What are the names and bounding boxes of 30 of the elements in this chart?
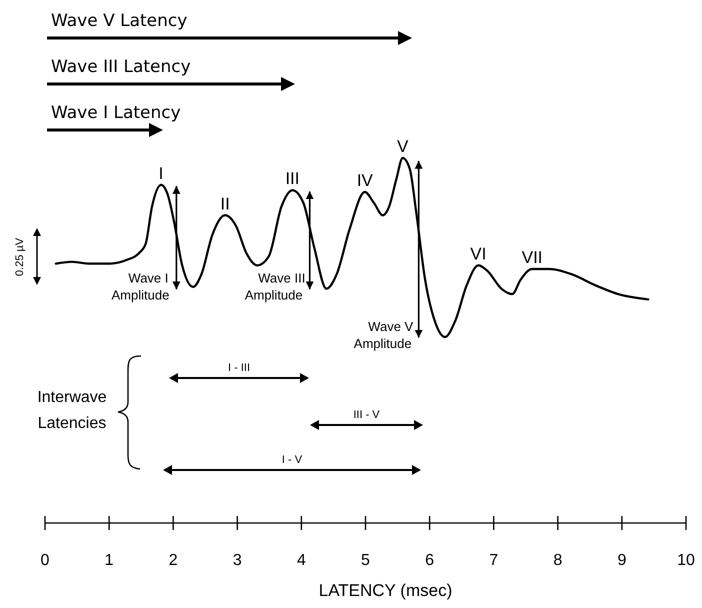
text: I - V: [282, 454, 303, 466]
x-tick-label: 2: [168, 552, 178, 569]
x-axis-title: LATENCY (msec): [318, 581, 452, 600]
x-tick-label: 9: [617, 552, 626, 569]
text: Interwave Latencies: [37, 389, 107, 432]
annotation: VII: [522, 248, 543, 267]
annotation: Wave III Amplitude: [244, 270, 306, 303]
text: Wave III Latency: [51, 57, 191, 77]
annotation: VI: [470, 244, 486, 264]
text: Wave I Latency: [51, 103, 181, 123]
annotation: IV: [356, 171, 374, 190]
text: 0.25 µV: [14, 237, 26, 276]
annotation: Wave V Amplitude: [354, 319, 414, 351]
text: III - V: [353, 409, 380, 421]
x-tick-label: 8: [553, 552, 562, 569]
text: I - III: [228, 362, 250, 374]
x-tick-label: 1: [104, 552, 114, 569]
annotation: III: [285, 169, 300, 188]
x-tick-label: 0: [40, 552, 50, 569]
x-tick-label: 10: [677, 552, 695, 569]
x-tick-label: 6: [425, 552, 434, 569]
annotation: V: [397, 137, 410, 156]
x-tick-label: 3: [232, 552, 242, 569]
text: Wave V Latency: [51, 11, 188, 31]
annotation: I: [158, 164, 164, 183]
x-tick-label: 7: [489, 552, 498, 569]
annotation: II: [220, 194, 230, 214]
annotation: Wave I Amplitude: [112, 270, 170, 303]
x-tick-label: 5: [361, 552, 370, 569]
x-tick-label: 4: [296, 552, 306, 569]
